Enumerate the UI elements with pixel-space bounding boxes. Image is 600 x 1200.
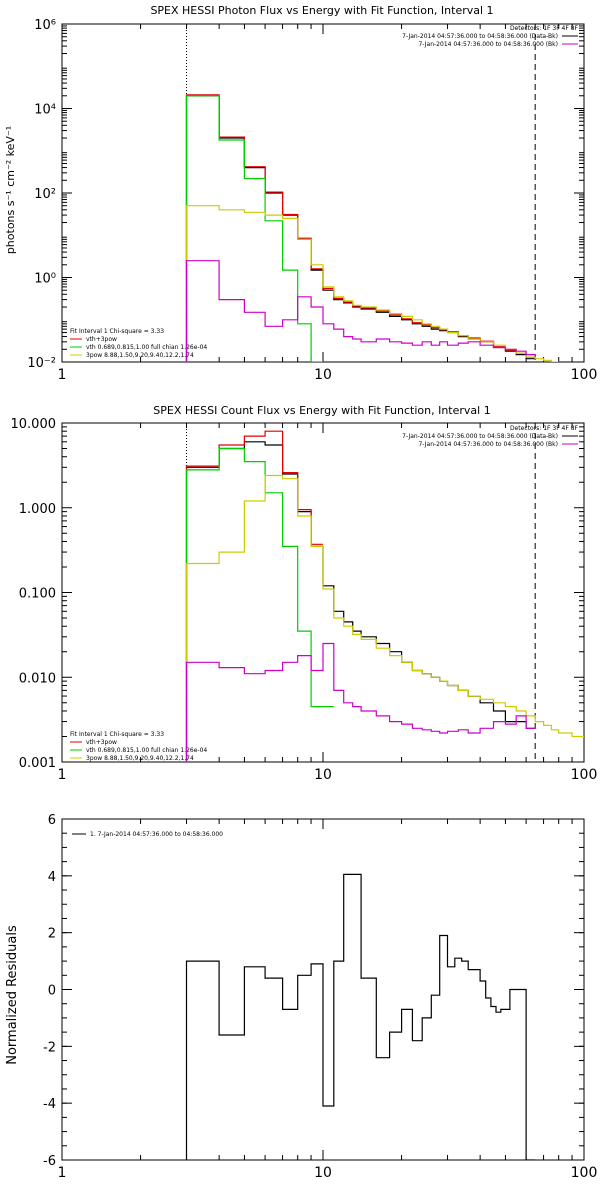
chart-panel-photon-flux: SPEX HESSI Photon Flux vs Energy with Fi… (4, 4, 579, 359)
legend-entry: 7-Jan-2014 04:57:36.000 to 04:58:36.000 … (402, 33, 578, 40)
y-tick-label: 0 (48, 984, 56, 999)
y-tick-label: 1.000 (19, 502, 56, 517)
y-tick-label: -6 (43, 1154, 56, 1169)
x-tick-label: 10 (314, 367, 332, 383)
series-line (185, 94, 536, 362)
legend-entry-label: 3pow 8.88,1.50,9.20,9.40,12.2,1.74 (86, 352, 194, 359)
plot-area: 1 10 100 0.001 0.010 0.100 1.000 10.000 (11, 417, 598, 783)
plot-area: 1 10 100 -6 -4 -2 0 2 4 6 (43, 813, 597, 1181)
chart-panel-residuals: Normalized Residuals 1. 7-Jan-2014 04:57… (5, 831, 223, 1065)
series-line (185, 642, 536, 762)
legend-top: Detectors: 1F 3F 4F 8F 7-Jan-2014 04:57:… (402, 425, 578, 448)
y-tick-label: 0.100 (19, 587, 56, 602)
y-tick-label: 0.010 (19, 671, 56, 686)
y-tick-label: 10² (34, 187, 56, 202)
y-axis-label: photons s⁻¹ cm⁻² keV⁻¹ (4, 126, 17, 254)
series-line (185, 95, 536, 362)
legend-entry-label: 1. 7-Jan-2014 04:57:36.000 to 04:58:36.0… (90, 831, 223, 838)
x-tick-label: 1 (58, 767, 67, 783)
y-tick-label: 10⁴ (34, 103, 56, 118)
series-group (185, 430, 584, 762)
legend-entry-label: vth 0.689,0.815,1.00 full chian 1.26e-04 (86, 747, 207, 754)
legend-entry: 3pow 8.88,1.50,9.20,9.40,12.2,1.74 (70, 755, 194, 762)
series-line (185, 205, 559, 362)
series-line (185, 873, 536, 1160)
legend-top: Detectors: 1F 3F 4F 8F 7-Jan-2014 04:57:… (402, 25, 578, 48)
y-tick-label: 10⁰ (34, 272, 56, 287)
legend-entry: 7-Jan-2014 04:57:36.000 to 04:58:36.000 … (402, 433, 578, 440)
series-line (185, 474, 584, 762)
legend-bottom: Fit Interval 1 Chi-square = 3.33 vth+3po… (70, 731, 207, 762)
chart-title: SPEX HESSI Photon Flux vs Energy with Fi… (150, 4, 493, 17)
legend-entry-label: 7-Jan-2014 04:57:36.000 to 04:58:36.000 … (418, 41, 558, 48)
legend-entry: 7-Jan-2014 04:57:36.000 to 04:58:36.000 … (418, 41, 578, 48)
legend-entry: vth 0.689,0.815,1.00 full chian 1.26e-04 (70, 344, 207, 351)
legend-entry-label: vth 0.689,0.815,1.00 full chian 1.26e-04 (86, 344, 207, 351)
series-group (185, 873, 536, 1160)
y-tick-label: 4 (48, 870, 56, 885)
x-tick-label: 100 (571, 1165, 598, 1181)
x-tick-label: 10 (314, 1165, 332, 1181)
y-tick-label: 0.001 (19, 756, 56, 771)
series-line (185, 441, 536, 762)
x-tick-label: 10 (314, 767, 332, 783)
legend-entry-label: 7-Jan-2014 04:57:36.000 to 04:58:36.000 … (402, 433, 558, 440)
series-group (185, 94, 559, 362)
legend-entry-label: vth+3pow (86, 739, 117, 746)
x-tick-label: 100 (571, 367, 598, 383)
legend-entry-label: 7-Jan-2014 04:57:36.000 to 04:58:36.000 … (402, 33, 558, 40)
y-tick-label: -2 (43, 1040, 56, 1055)
y-tick-label: -4 (43, 1097, 56, 1112)
legend-entry: 7-Jan-2014 04:57:36.000 to 04:58:36.000 … (418, 441, 578, 448)
plot-area: 1 10 100 10⁻² 10⁰ 10² 10⁴ 10⁶ (27, 18, 597, 383)
series-line (185, 430, 323, 762)
series-line (185, 447, 334, 762)
legend-entry: 3pow 8.88,1.50,9.20,9.40,12.2,1.74 (70, 352, 194, 359)
y-tick-label: 2 (48, 927, 56, 942)
legend-top: 1. 7-Jan-2014 04:57:36.000 to 04:58:36.0… (72, 831, 223, 838)
chart-title: SPEX HESSI Count Flux vs Energy with Fit… (153, 404, 490, 417)
series-line (185, 260, 536, 362)
y-tick-label: 10.000 (11, 417, 57, 432)
y-tick-label: 6 (48, 813, 56, 828)
legend-entry: vth+3pow (70, 336, 117, 343)
x-tick-label: 100 (571, 767, 598, 783)
y-tick-label: 10⁻² (27, 356, 56, 371)
legend-entry-label: 7-Jan-2014 04:57:36.000 to 04:58:36.000 … (418, 441, 558, 448)
y-tick-label: 10⁶ (34, 18, 56, 33)
x-tick-label: 1 (58, 367, 67, 383)
legend-entry: vth 0.689,0.815,1.00 full chian 1.26e-04 (70, 747, 207, 754)
legend-header: Fit Interval 1 Chi-square = 3.33 (70, 731, 164, 738)
legend-bottom: Fit Interval 1 Chi-square = 3.33 vth+3po… (70, 328, 207, 359)
series-line (185, 95, 323, 362)
legend-header: Fit Interval 1 Chi-square = 3.33 (70, 328, 164, 335)
legend-entry-label: vth+3pow (86, 336, 117, 343)
x-tick-label: 1 (58, 1165, 67, 1181)
legend-entry: vth+3pow (70, 739, 117, 746)
legend-header: Detectors: 1F 3F 4F 8F (510, 25, 579, 32)
legend-header: Detectors: 1F 3F 4F 8F (510, 425, 579, 432)
chart-panel-count-flux: SPEX HESSI Count Flux vs Energy with Fit… (70, 404, 579, 762)
y-axis-label: Normalized Residuals (5, 925, 20, 1065)
legend-entry-label: 3pow 8.88,1.50,9.20,9.40,12.2,1.74 (86, 755, 194, 762)
